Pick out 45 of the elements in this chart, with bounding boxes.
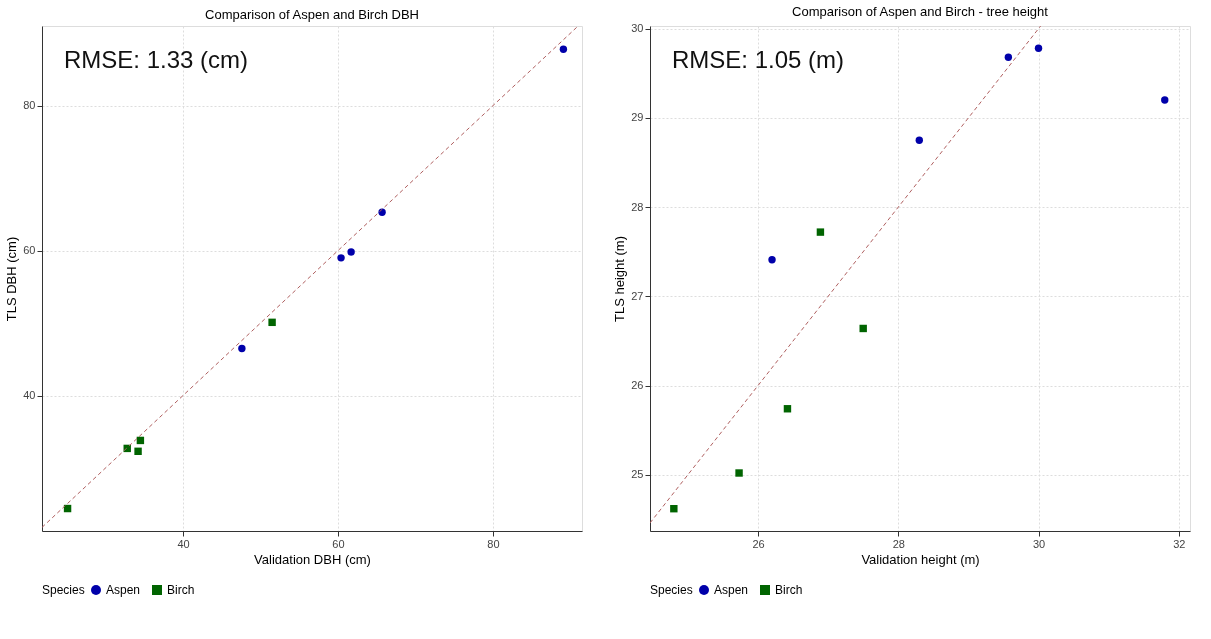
y-tick-label: 60 — [23, 244, 36, 257]
x-tick-label: 30 — [1032, 537, 1046, 550]
x-axis-title: Validation DBH (cm) — [254, 551, 371, 567]
y-tick-label: 29 — [631, 111, 644, 124]
x-tick-label: 40 — [177, 537, 190, 550]
legend-label: Aspen — [714, 583, 749, 597]
point — [735, 469, 743, 477]
point — [816, 228, 825, 236]
y-axis-title: TLS height (m) — [612, 236, 628, 322]
x-axis-title: Validation height (m) — [861, 551, 980, 567]
legend-title: Species — [42, 583, 85, 597]
point — [1004, 53, 1013, 61]
x-tick-label: 60 — [332, 537, 345, 550]
annotation: RMSE: 1.05 (m) — [672, 46, 845, 73]
y-tick-label: 25 — [631, 468, 644, 481]
y-tick-label: 30 — [631, 22, 644, 35]
y-tick-label: 28 — [631, 200, 644, 213]
point — [268, 318, 276, 327]
x-tick-label: 32 — [1173, 537, 1186, 550]
point — [337, 254, 345, 262]
legend-label: Birch — [775, 583, 803, 597]
point — [915, 136, 924, 144]
point — [1034, 44, 1043, 53]
point — [238, 344, 246, 353]
annotation: RMSE: 1.33 (cm) — [64, 46, 249, 73]
point — [559, 45, 568, 53]
y-tick-label: 40 — [23, 389, 36, 402]
y-axis-title: TLS DBH (cm) — [4, 236, 20, 322]
x-tick-label: 26 — [752, 537, 765, 550]
y-tick-label: 26 — [631, 379, 644, 392]
point — [768, 256, 776, 264]
x-tick-label: 80 — [487, 537, 500, 550]
legend-label: Birch — [167, 583, 195, 597]
point — [1161, 96, 1169, 104]
legend-title: Species — [650, 583, 693, 597]
point — [134, 447, 142, 456]
chart-title: Comparison of Aspen and Birch - tree height — [792, 3, 1049, 19]
x-tick-label: 28 — [892, 537, 905, 550]
point — [859, 324, 867, 333]
y-tick-label: 80 — [23, 99, 36, 112]
point — [347, 248, 355, 256]
y-tick-label: 27 — [631, 289, 644, 302]
chart-title: Comparison of Aspen and Birch DBH — [205, 7, 419, 22]
legend-label: Aspen — [106, 583, 141, 597]
point — [670, 504, 678, 513]
